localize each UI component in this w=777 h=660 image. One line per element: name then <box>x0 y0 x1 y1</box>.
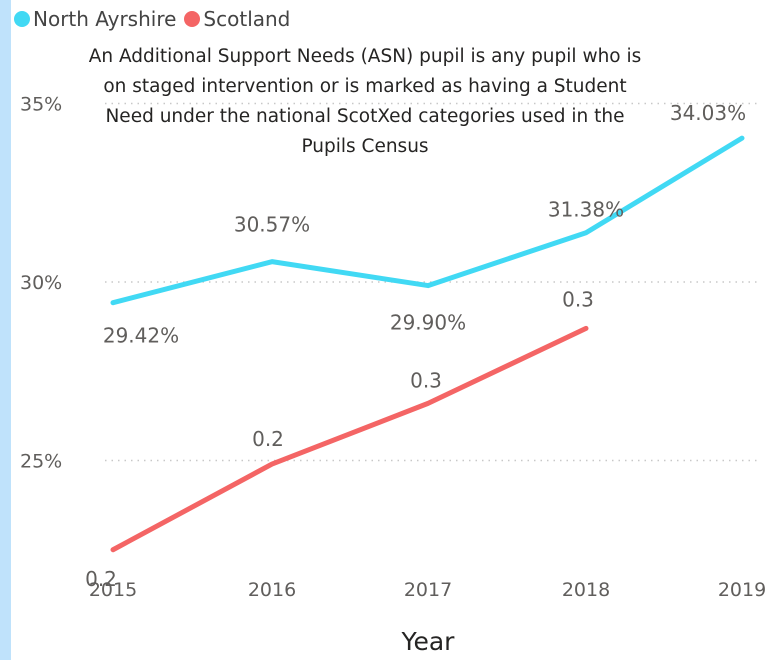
x-tick-label: 2017 <box>404 579 452 601</box>
data-label: 30.57% <box>234 213 310 237</box>
series-line-scotland <box>110 325 589 553</box>
chart-annotation: An Additional Support Needs (ASN) pupil … <box>88 46 642 157</box>
data-label: 31.38% <box>548 198 624 222</box>
legend-item-north-ayrshire[interactable]: North Ayrshire <box>14 7 176 31</box>
legend-dot-scotland <box>184 11 201 27</box>
left-accent-bar <box>0 0 11 660</box>
legend-item-scotland[interactable]: Scotland <box>184 7 290 31</box>
y-tick-label: 35% <box>20 94 62 116</box>
data-label: 0.2 <box>85 567 117 591</box>
x-tick-label: 2016 <box>248 579 296 601</box>
data-label: 0.2 <box>252 427 284 451</box>
y-tick-label: 30% <box>20 272 62 294</box>
x-tick-label: 2019 <box>718 579 766 601</box>
x-tick-label: 2018 <box>562 579 610 601</box>
data-label: 34.03% <box>670 101 746 125</box>
data-label: 29.90% <box>390 311 466 335</box>
y-tick-label: 25% <box>20 451 62 473</box>
legend-dot-north-ayrshire <box>14 11 30 27</box>
data-label: 0.3 <box>410 368 442 392</box>
x-tick-label: 2015 <box>89 579 137 601</box>
legend: North Ayrshire Scotland <box>14 4 298 34</box>
x-axis-title: Year <box>401 627 456 656</box>
data-label: 0.3 <box>562 287 594 311</box>
series-line-north-ayrshire <box>110 135 745 306</box>
data-label: 29.42% <box>103 324 179 348</box>
legend-label-scotland: Scotland <box>203 7 291 31</box>
legend-label-north-ayrshire: North Ayrshire <box>33 7 177 31</box>
